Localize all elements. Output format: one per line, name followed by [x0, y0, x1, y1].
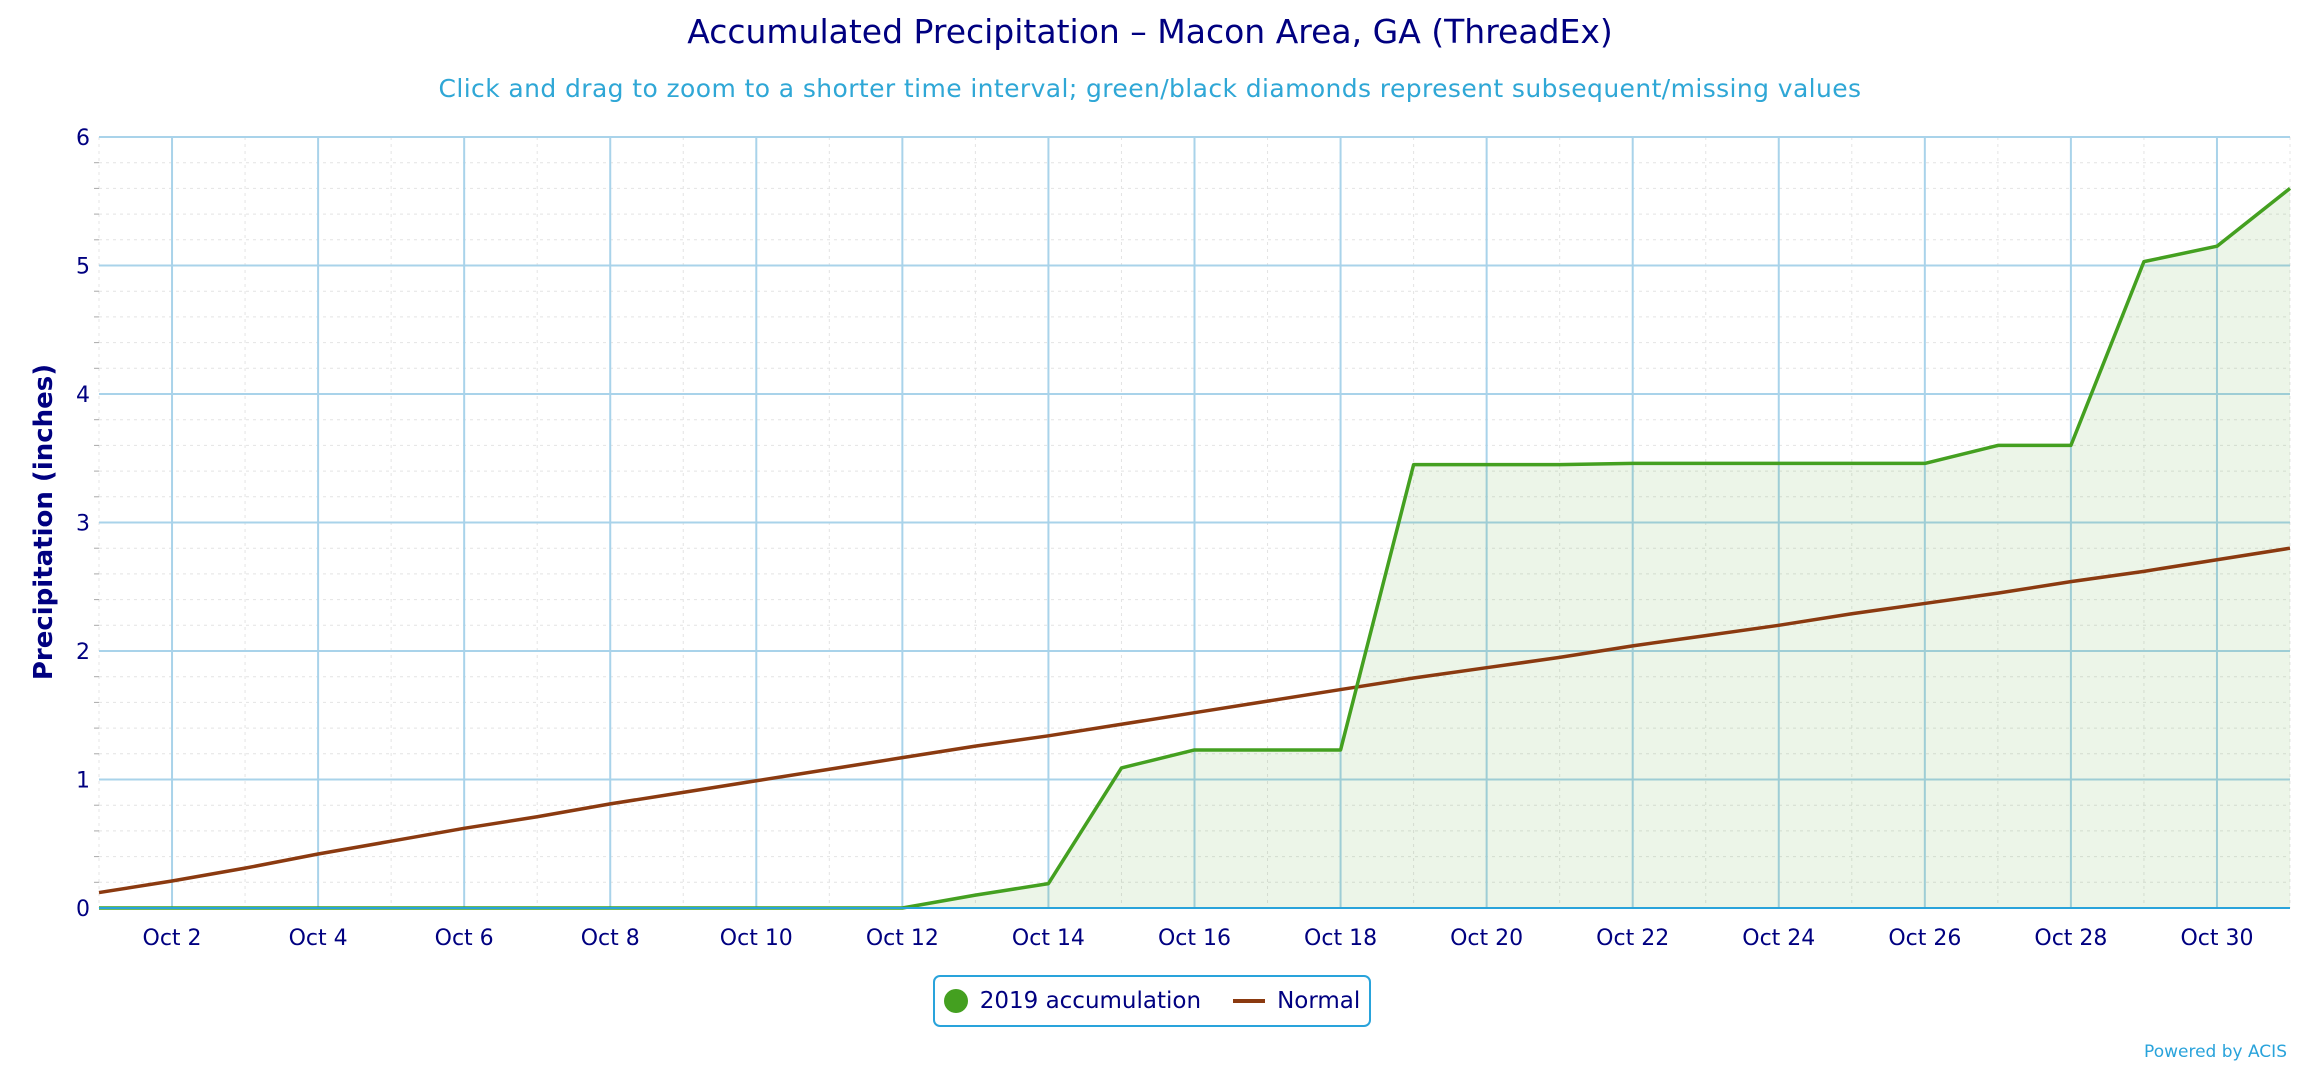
y-tick-label: 1: [76, 769, 90, 794]
y-tick-label: 4: [76, 383, 90, 408]
major-grid: [99, 136, 2290, 909]
x-tick-label: Oct 8: [581, 926, 640, 951]
x-tick-label: Oct 12: [866, 926, 939, 951]
x-tick-label: Oct 6: [435, 926, 494, 951]
x-tick-label: Oct 10: [720, 926, 793, 951]
legend-item-2019-accumulation[interactable]: 2019 accumulation: [943, 988, 1202, 1014]
y-tick-label: 0: [76, 897, 90, 922]
legend-brown-line-icon: [1233, 999, 1266, 1003]
y-tick-label: 5: [76, 255, 90, 280]
legend-label-2019-accumulation: 2019 accumulation: [979, 988, 1202, 1014]
x-tick-label: Oct 16: [1158, 926, 1231, 951]
chart-title: Accumulated Precipitation – Macon Area, …: [687, 12, 1613, 51]
series-line-normal: [98, 546, 2291, 895]
y-tick-label: 2: [76, 640, 90, 665]
x-tick-label: Oct 26: [1888, 926, 1961, 951]
legend[interactable]: 2019 accumulation Normal: [933, 975, 1371, 1027]
legend-green-dot-icon: [943, 989, 968, 1013]
series-area-2019-accumulation: [99, 188, 2290, 908]
x-tick-label: Oct 22: [1596, 926, 1669, 951]
x-tick-label: Oct 2: [143, 926, 202, 951]
legend-item-normal[interactable]: Normal: [1233, 988, 1360, 1014]
y-tick-label: 3: [76, 512, 90, 537]
tick-labels: 0 1 2 3 4 5 6 Oct 2 Oct 4 Oct 6 Oct 8 Oct 10 Oct 12 O…: [76, 126, 2253, 951]
x-tick-label: Oct 30: [2180, 926, 2253, 951]
axis-layer: [94, 162, 2290, 909]
x-tick-label: Oct 18: [1304, 926, 1377, 951]
x-tick-label: Oct 28: [2034, 926, 2107, 951]
chart-subtitle: Click and drag to zoom to a shorter time…: [438, 74, 1862, 103]
powered-by-acis-link[interactable]: Powered by ACIS: [2144, 1042, 2287, 1062]
x-tick-label: Oct 20: [1450, 926, 1523, 951]
y-tick-label: 6: [76, 126, 90, 151]
x-tick-label: Oct 14: [1012, 926, 1085, 951]
legend-label-normal: Normal: [1277, 988, 1361, 1014]
x-tick-label: Oct 24: [1742, 926, 1815, 951]
x-tick-label: Oct 4: [289, 926, 348, 951]
